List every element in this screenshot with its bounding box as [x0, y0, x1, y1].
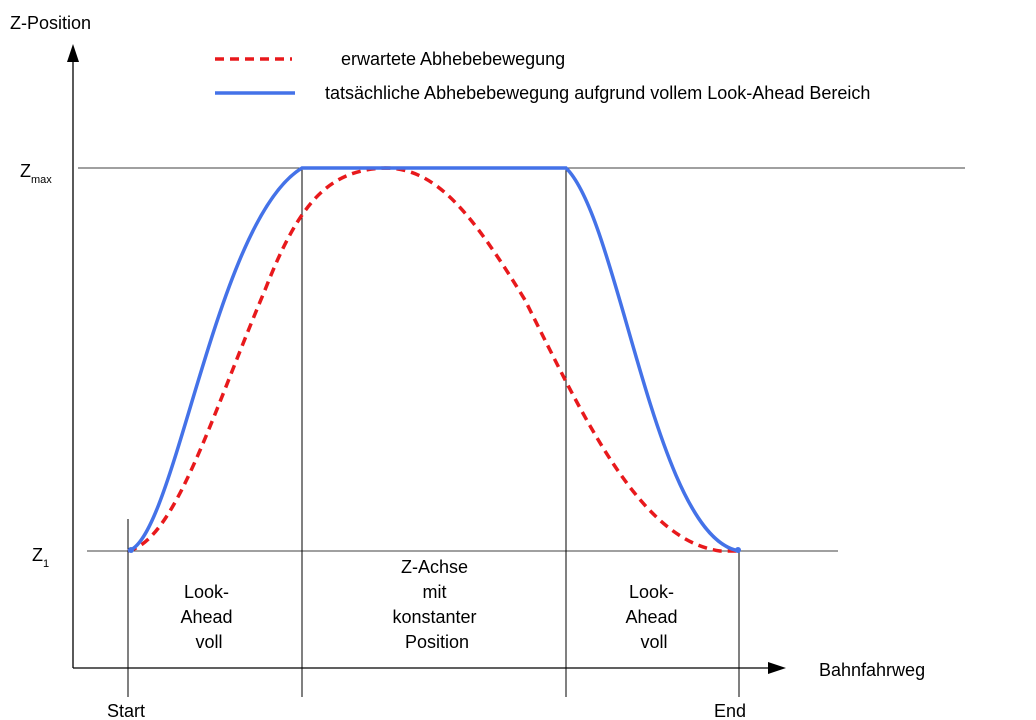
actual-lift-curve	[127, 166, 741, 553]
start-label: Start	[107, 701, 145, 720]
end-point	[735, 547, 741, 553]
legend-expected-label: erwartete Abhebebewegung	[341, 49, 565, 69]
x-axis-arrowhead	[768, 662, 786, 674]
end-label: End	[714, 701, 746, 720]
zone-right-label: Look- Ahead voll	[625, 582, 682, 652]
zone-left-label: Look- Ahead voll	[180, 582, 237, 652]
y-axis-arrowhead	[67, 44, 79, 62]
zone-middle-label: Z-Achse mit konstanter Position	[392, 557, 481, 652]
z-1-label: Z1	[32, 545, 49, 570]
x-axis-label: Bahnfahrweg	[819, 660, 925, 680]
legend-actual-label: tatsächliche Abhebebewegung aufgrund vol…	[325, 83, 870, 103]
start-point	[128, 547, 134, 553]
z-max-label: Zmax	[20, 161, 52, 186]
y-axis-label: Z-Position	[10, 13, 91, 33]
expected-lift-curve	[127, 166, 740, 553]
